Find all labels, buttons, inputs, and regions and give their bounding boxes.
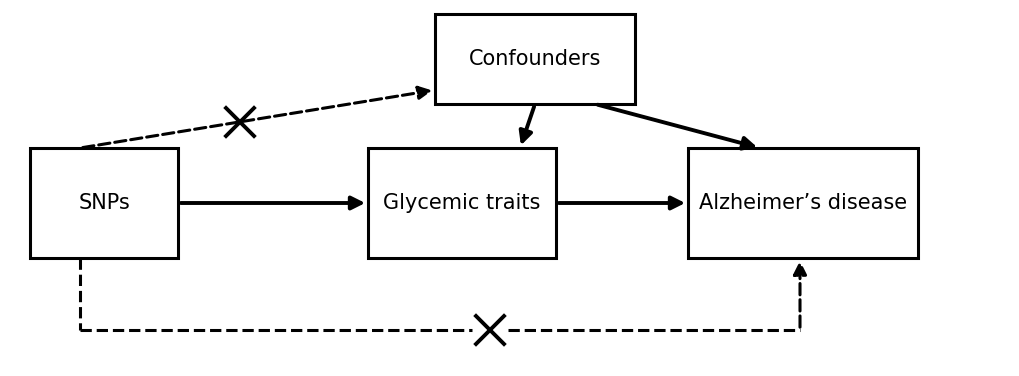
Text: Alzheimer’s disease: Alzheimer’s disease bbox=[698, 193, 906, 213]
Bar bbox=[368, 148, 555, 258]
Text: SNPs: SNPs bbox=[78, 193, 129, 213]
Bar bbox=[434, 14, 635, 104]
Text: Glycemic traits: Glycemic traits bbox=[383, 193, 540, 213]
Bar bbox=[688, 148, 917, 258]
Text: Confounders: Confounders bbox=[469, 49, 600, 69]
Bar bbox=[30, 148, 178, 258]
